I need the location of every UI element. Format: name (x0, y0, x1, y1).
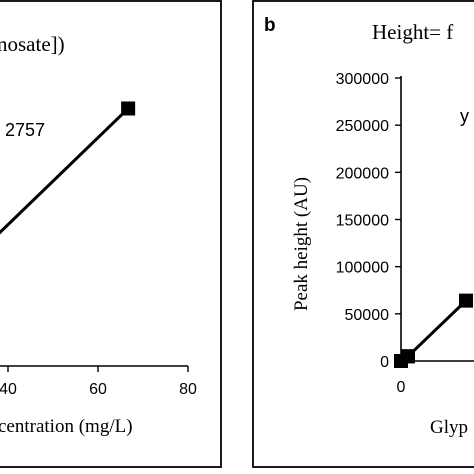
panel-b-title: Height= f (372, 20, 453, 44)
panel-a-x-tick-label: 60 (89, 381, 107, 398)
panel-b-x-label: Glyp (430, 417, 468, 438)
panel-b-data-point (459, 293, 473, 308)
panel-b-equation-fragment: y (460, 106, 469, 126)
panel-b-y-tick-label: 300000 (336, 71, 389, 88)
panel-a-data-point (121, 101, 136, 116)
panel-b-y-tick-label: 200000 (336, 165, 389, 182)
panel-a-title: nosate]) (0, 32, 65, 56)
panel-b-y-tick-label: 0 (380, 354, 389, 371)
panel-a-x-tick-label: 40 (0, 381, 17, 398)
panel-a-series-line (0, 107, 130, 235)
panel-b-plot: 0 50000 100000 150000 200000 250000 300000 0 (336, 71, 474, 396)
panel-b-y-tick-label: 150000 (336, 213, 389, 230)
panel-b-y-label: Peak height (AU) (291, 177, 312, 311)
panel-a-plot: 40 60 80 (0, 101, 197, 398)
panel-b-data-point (401, 349, 415, 364)
panel-b-y-tick-label: 50000 (345, 307, 390, 324)
panel-a-x-tick-label: 80 (179, 381, 197, 398)
panel-b-x-tick-label: 0 (397, 379, 406, 396)
panel-b-series-line (406, 299, 468, 358)
panel-b-y-tick-label: 100000 (336, 260, 389, 277)
panel-b-y-tick-label: 250000 (336, 118, 389, 135)
panel-a-x-label: centration (mg/L) (0, 416, 133, 437)
panel-b-frame (252, 0, 474, 468)
panel-a-equation-fragment: 2757 (5, 120, 45, 140)
panel-a-frame (0, 0, 222, 468)
panel-b-letter: b (264, 15, 276, 36)
